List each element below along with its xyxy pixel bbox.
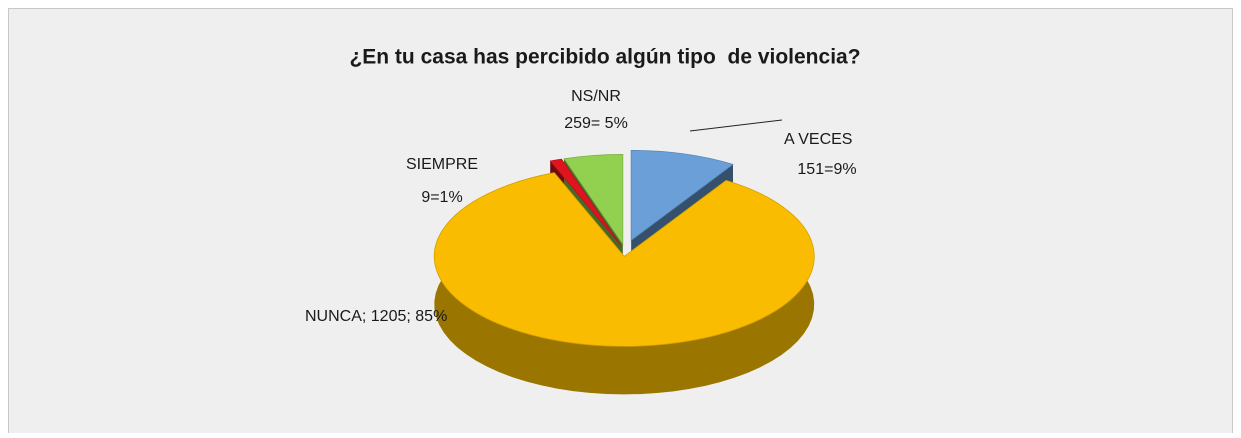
- category-label: NS/NR: [571, 88, 621, 105]
- value-label: 151=9%: [797, 161, 856, 178]
- slice: [549, 158, 621, 246]
- chart-title: ¿En tu casa has percibido algún tipo de …: [349, 46, 860, 69]
- value-label: 9=1%: [421, 189, 462, 206]
- data-label: NUNCA; 1205; 85%: [305, 308, 447, 325]
- slice: [630, 149, 734, 242]
- category-label: NUNCA: [305, 308, 362, 325]
- value-label: ; 1205; 85%: [362, 308, 447, 325]
- slice: [433, 172, 815, 347]
- category-label: A VECES: [784, 131, 852, 148]
- value-label: 259= 5%: [564, 115, 628, 132]
- slice-side: [434, 172, 815, 395]
- category-label: SIEMPRE: [406, 156, 478, 173]
- leader-line: [689, 119, 783, 132]
- slice: [563, 153, 624, 246]
